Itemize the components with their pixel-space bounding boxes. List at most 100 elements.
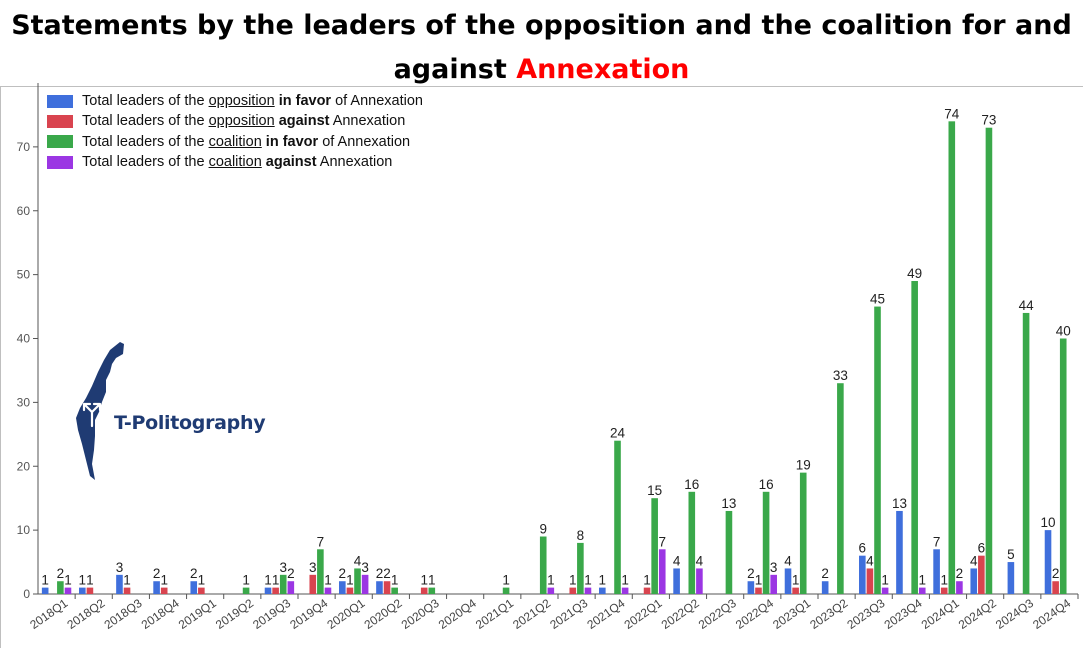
y-tick-label: 20 [17, 459, 31, 473]
data-label: 2 [190, 566, 198, 581]
y-tick-label: 0 [23, 587, 30, 601]
data-label: 15 [647, 483, 662, 498]
data-label: 2 [376, 566, 384, 581]
bar [272, 587, 279, 594]
legend-swatch [47, 155, 73, 169]
bar [621, 587, 629, 594]
logo-text: T-Politography [114, 412, 266, 434]
data-label: 2 [747, 566, 755, 581]
legend: Total leaders of the opposition in favor… [47, 91, 423, 172]
data-label: 2 [57, 566, 65, 581]
x-tick-label: 2019Q2 [213, 596, 256, 632]
data-label: 1 [428, 573, 436, 588]
bar [599, 587, 606, 594]
data-label: 1 [272, 573, 280, 588]
bar [725, 510, 733, 594]
x-tick-label: 2023Q1 [770, 596, 813, 632]
x-tick-label: 2024Q1 [919, 596, 962, 632]
x-tick-label: 2021Q4 [584, 596, 627, 632]
x-tick-label: 2022Q3 [696, 596, 739, 632]
bar [584, 587, 592, 594]
bar [160, 587, 168, 594]
data-label: 7 [933, 534, 941, 549]
x-tick-label: 2022Q1 [622, 596, 665, 632]
data-label: 1 [41, 573, 49, 588]
data-label: 19 [796, 458, 811, 473]
bar [569, 587, 577, 594]
x-tick-label: 2021Q2 [510, 596, 553, 632]
data-label: 2 [153, 566, 161, 581]
bar [279, 574, 287, 594]
x-tick-label: 2024Q4 [1030, 596, 1073, 632]
data-label: 9 [539, 522, 547, 537]
bar [198, 587, 205, 594]
data-label: 1 [264, 573, 272, 588]
bar [985, 127, 993, 595]
data-label: 3 [361, 560, 369, 575]
data-label: 2 [821, 566, 829, 581]
data-label: 24 [610, 426, 626, 441]
bar [696, 568, 703, 594]
data-label: 7 [317, 534, 325, 549]
bar [317, 549, 324, 594]
data-label: 1 [242, 573, 250, 588]
data-label: 7 [658, 534, 666, 549]
x-tick-label: 2020Q3 [399, 596, 442, 632]
legend-label: Total leaders of the coalition against A… [82, 154, 393, 171]
y-tick-label: 60 [17, 204, 31, 218]
bar [1059, 338, 1067, 594]
bar [688, 491, 696, 594]
data-label: 1 [420, 573, 428, 588]
bar [651, 498, 658, 594]
bar [970, 568, 978, 594]
data-label: 1 [198, 573, 206, 588]
data-label: 4 [784, 553, 792, 568]
bar [673, 568, 680, 594]
bar [933, 549, 940, 594]
data-label: 4 [696, 553, 704, 568]
title-line-2: against Annexation [0, 48, 1083, 92]
data-label: 4 [673, 553, 681, 568]
data-label: 4 [970, 553, 978, 568]
data-label: 1 [881, 573, 889, 588]
data-label: 16 [684, 477, 699, 492]
chart-title: Statements by the leaders of the opposit… [0, 4, 1083, 92]
legend-label: Total leaders of the coalition in favor … [82, 133, 411, 150]
bar [956, 581, 963, 594]
bar [539, 536, 547, 594]
bar [547, 587, 555, 594]
data-label: 1 [160, 573, 168, 588]
legend-swatch [47, 114, 73, 128]
data-label: 1 [547, 573, 555, 588]
data-label: 8 [577, 528, 585, 543]
data-label: 1 [391, 573, 399, 588]
bar [86, 587, 94, 594]
bar [354, 568, 361, 594]
x-tick-label: 2022Q2 [659, 596, 702, 632]
title-prefix: against [393, 54, 517, 85]
bar [948, 121, 956, 594]
bar [242, 587, 250, 594]
bar [770, 574, 777, 594]
data-label: 1 [584, 573, 592, 588]
bar [116, 574, 123, 594]
x-tick-label: 2018Q1 [27, 596, 70, 632]
bar [881, 587, 889, 594]
bar [428, 587, 436, 594]
bar [614, 440, 621, 594]
y-tick-label: 70 [17, 140, 31, 154]
legend-label: Total leaders of the opposition in favor… [82, 93, 423, 110]
bar [123, 587, 131, 594]
bar [502, 587, 510, 594]
israel-map-logo-icon [76, 342, 124, 480]
x-tick-label: 2024Q3 [993, 596, 1036, 632]
legend-item-opposition-against: Total leaders of the opposition against … [47, 111, 423, 131]
data-label: 1 [64, 573, 72, 588]
bar [346, 587, 354, 594]
data-label: 3 [770, 560, 778, 575]
bar [792, 587, 799, 594]
data-label: 1 [346, 573, 354, 588]
x-tick-label: 2020Q2 [362, 596, 405, 632]
bar [1022, 312, 1030, 594]
x-tick-label: 2023Q2 [807, 596, 850, 632]
